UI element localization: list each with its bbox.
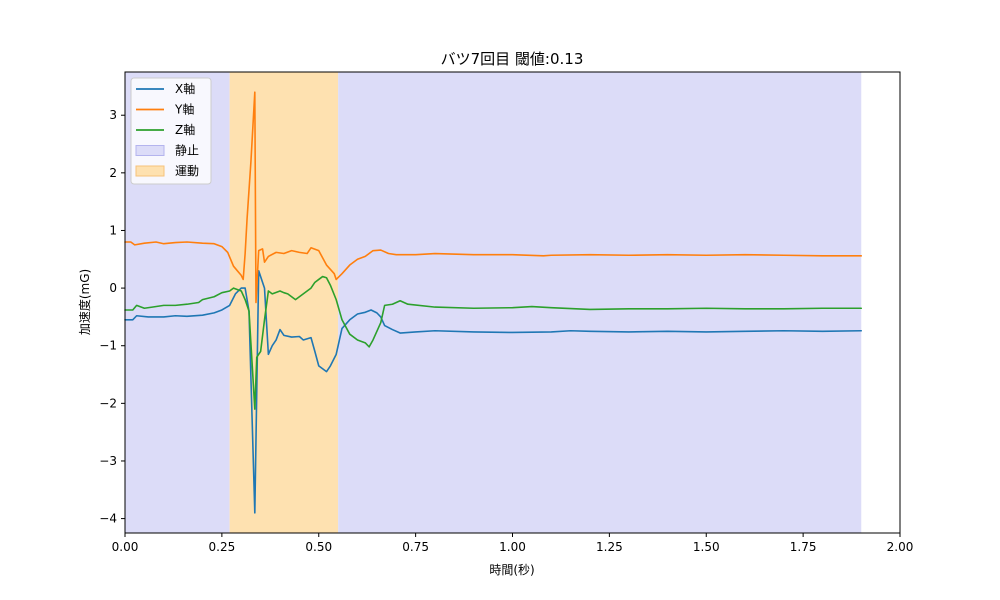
legend-swatch bbox=[135, 165, 165, 177]
legend-label: Y軸 bbox=[174, 103, 194, 117]
x-tick-label: 0.00 bbox=[112, 540, 139, 554]
y-tick-label: 1 bbox=[109, 223, 117, 237]
x-tick-label: 0.50 bbox=[305, 540, 332, 554]
data-lines bbox=[124, 91, 863, 514]
x-tick-label: 1.50 bbox=[693, 540, 720, 554]
legend-box bbox=[130, 77, 212, 185]
region-3 bbox=[338, 72, 862, 533]
series-line-2 bbox=[124, 91, 863, 304]
x-tick-label: 1.00 bbox=[499, 540, 526, 554]
y-tick-label: −1 bbox=[99, 339, 117, 353]
y-tick-label: −3 bbox=[99, 454, 117, 468]
legend-label: Z軸 bbox=[175, 123, 195, 137]
legend-label: 運動 bbox=[175, 164, 199, 178]
y-tick-label: 3 bbox=[109, 108, 117, 122]
legend-swatch bbox=[135, 145, 165, 156]
y-tick-label: −4 bbox=[99, 512, 117, 526]
x-axis-ticks: 0.00 0.25 0.50 0.75 1.00 1.25 1.50 1.75 2.00 bbox=[112, 533, 914, 554]
legend-label: 静止 bbox=[175, 144, 199, 158]
y-axis-ticks: −4 −3 −2 −1 0 1 2 3 bbox=[99, 108, 125, 526]
y-tick-label: 2 bbox=[109, 166, 117, 180]
legend-label: X軸 bbox=[175, 82, 195, 96]
x-tick-label: 1.25 bbox=[596, 540, 623, 554]
y-axis-label: 加速度(mG) bbox=[77, 269, 92, 335]
series-line-1 bbox=[124, 270, 863, 514]
chart-title: バツ7回目 閾値:0.13 bbox=[441, 50, 584, 68]
x-tick-label: 0.25 bbox=[209, 540, 236, 554]
x-tick-label: 1.75 bbox=[790, 540, 817, 554]
y-tick-label: 0 bbox=[109, 281, 117, 295]
x-tick-label: 0.75 bbox=[402, 540, 429, 554]
x-tick-label: 2.00 bbox=[887, 540, 914, 554]
x-axis-label: 時間(秒) bbox=[489, 563, 534, 577]
y-tick-label: −2 bbox=[99, 396, 117, 410]
shaded-regions bbox=[125, 72, 862, 533]
series-line-3 bbox=[124, 275, 863, 410]
